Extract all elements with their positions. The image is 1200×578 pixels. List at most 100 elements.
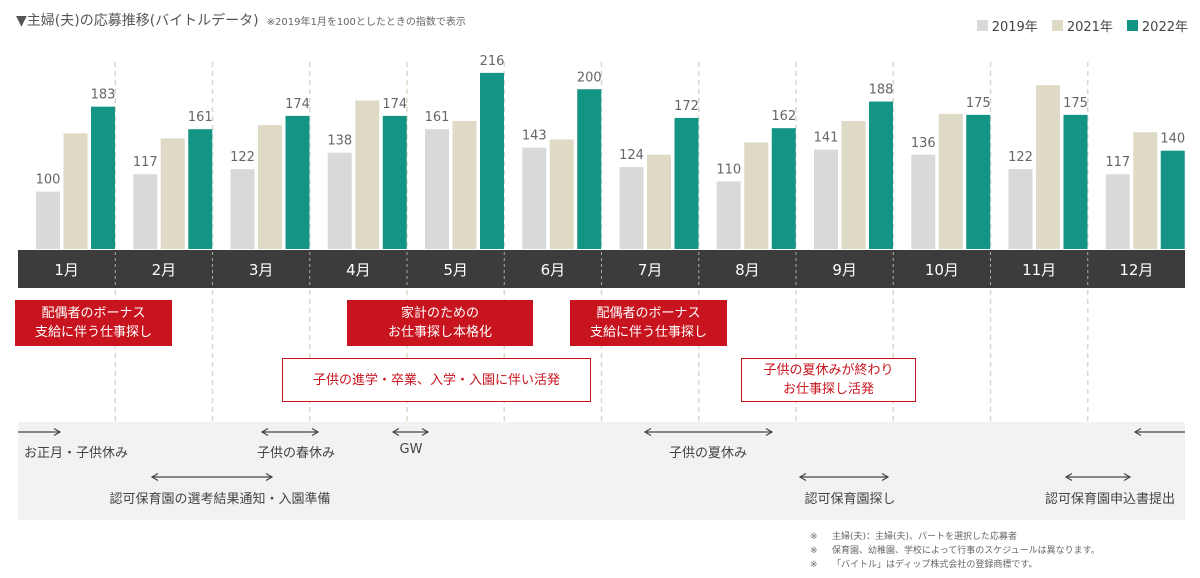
data-label: 183	[91, 88, 116, 103]
title-text: ▼主婦(夫)の応募推移(バイトルデータ)	[16, 13, 259, 29]
event-nursery-application: 認可保育園申込書提出	[1044, 492, 1176, 507]
data-label: 175	[1063, 96, 1088, 111]
callout-summer-end: 子供の夏休みが終わり お仕事探し活発	[741, 358, 916, 402]
callout-line: お仕事探し本格化	[387, 325, 492, 340]
bar-2019年-2月	[133, 174, 158, 249]
bar-2019年-3月	[230, 169, 255, 249]
legend-label: 2021年	[1066, 20, 1113, 35]
legend-item-2021: 2021年	[1051, 16, 1113, 35]
note-text: 保育園、幼稚園、学校によって行事のスケジュールは異なります。	[832, 546, 1100, 556]
bar-2019年-7月	[619, 167, 644, 249]
data-label: 124	[619, 148, 644, 163]
data-label: 172	[674, 99, 699, 114]
legend-swatch	[1051, 20, 1063, 31]
bar-2021年-3月	[258, 125, 282, 249]
legend-swatch	[976, 20, 988, 31]
footnotes: ※ 主婦(夫)：主婦(夫)、パートを選択した応募者 ※ 保育園、幼稚園、学校によって…	[810, 530, 1100, 572]
data-label: 141	[814, 131, 839, 146]
note-text: 「バイトル」はディップ株式会社の登録商標です。	[832, 560, 1038, 570]
event-spring-break: 子供の春休み	[256, 446, 336, 461]
callout-line: 家計のための	[400, 306, 479, 321]
note-mark: ※	[810, 546, 818, 556]
bar-2019年-5月	[425, 129, 449, 249]
footnote: ※ 保育園、幼稚園、学校によって行事のスケジュールは異なります。	[810, 544, 1100, 558]
data-label: 161	[188, 110, 213, 125]
bar-2022年-8月	[771, 128, 796, 249]
month-label-8: 8月	[735, 261, 760, 279]
data-label: 162	[771, 109, 796, 124]
bar-2019年-9月	[814, 149, 838, 249]
data-label: 110	[716, 162, 741, 177]
event-new-year: お正月・子供休み	[23, 446, 129, 461]
callout-bonus-jul: 配偶者のボーナス 支給に伴う仕事探し	[570, 300, 727, 346]
month-label-4: 4月	[346, 261, 371, 279]
arrow-gw-head	[391, 427, 400, 437]
bar-2019年-6月	[522, 147, 547, 249]
callout-school-entry: 子供の進学・卒業、入学・入園に伴い活発	[282, 358, 591, 402]
bar-2022年-11月	[1063, 114, 1088, 249]
data-label: 122	[230, 150, 255, 165]
bar-2021年-2月	[160, 138, 185, 249]
month-label-3: 3月	[249, 261, 274, 279]
bar-2019年-1月	[36, 191, 60, 249]
data-label: 122	[1008, 150, 1033, 165]
month-label-6: 6月	[541, 261, 566, 279]
month-label-11: 11月	[1022, 261, 1056, 279]
callout-line: 支給に伴う仕事探し	[589, 325, 707, 340]
arrow-summer-break-head	[643, 427, 652, 437]
arrow-spring-break-head	[311, 427, 320, 437]
arrow-nursery-result-head	[265, 472, 274, 482]
bar-2021年-7月	[647, 154, 671, 249]
legend-label: 2022年	[1141, 20, 1188, 35]
bar-2021年-9月	[841, 121, 866, 249]
footnote: ※ 主婦(夫)：主婦(夫)、パートを選択した応募者	[810, 530, 1100, 544]
bar-2019年-10月	[911, 154, 936, 249]
legend-swatch	[1126, 20, 1138, 31]
data-label: 188	[869, 83, 894, 98]
legend-item-2022: 2022年	[1126, 16, 1188, 35]
data-label: 136	[911, 136, 936, 151]
note-mark: ※	[810, 560, 818, 570]
note-text: 主婦(夫)：主婦(夫)、パートを選択した応募者	[832, 532, 1018, 542]
bar-2021年-10月	[938, 113, 963, 249]
bar-2022年-2月	[188, 129, 213, 249]
bar-2022年-10月	[966, 114, 991, 249]
bar-2019年-4月	[327, 152, 352, 249]
bar-2022年-1月	[91, 106, 115, 249]
event-summer-break: 子供の夏休み	[668, 446, 748, 461]
data-label: 117	[133, 155, 158, 170]
arrow-nursery-search-head	[798, 472, 807, 482]
month-label-12: 12月	[1119, 261, 1153, 279]
arrow-new-year-head	[53, 427, 62, 437]
bar-2021年-4月	[355, 100, 380, 250]
data-label: 200	[577, 70, 602, 85]
data-label: 143	[522, 129, 547, 144]
callout-household: 家計のための お仕事探し本格化	[347, 300, 533, 346]
event-nursery-result: 認可保育園の選考結果通知・入園準備	[109, 492, 331, 507]
callout-line: 子供の進学・卒業、入学・入園に伴い活発	[312, 372, 560, 388]
bar-2021年-6月	[549, 139, 574, 249]
bar-2021年-8月	[744, 142, 769, 249]
bar-2021年-1月	[63, 133, 88, 249]
data-label: 117	[1105, 155, 1130, 170]
bar-2019年-12月	[1105, 174, 1130, 249]
bar-2019年-8月	[716, 181, 741, 249]
arrow-summer-break-head	[765, 427, 774, 437]
callout-line: 配偶者のボーナス	[41, 306, 146, 321]
bar-2022年-6月	[577, 89, 602, 249]
arrow-nursery-application-head	[1064, 472, 1073, 482]
legend: 2019年 2021年 2022年	[976, 16, 1188, 35]
month-label-5: 5月	[443, 261, 468, 279]
bar-2022年-7月	[674, 117, 699, 249]
bar-2019年-11月	[1008, 169, 1033, 249]
chart-title: ▼主婦(夫)の応募推移(バイトルデータ) ※2019年1月を100としたときの指数…	[16, 10, 466, 30]
arrow-nursery-application-head	[1123, 472, 1132, 482]
callout-line: お仕事探し活発	[782, 382, 874, 397]
month-axis-bar	[18, 250, 1185, 288]
month-label-10: 10月	[925, 261, 959, 279]
callout-line: 配偶者のボーナス	[596, 306, 701, 321]
arrow-spring-break-head	[260, 427, 269, 437]
month-label-7: 7月	[638, 261, 663, 279]
bar-2022年-12月	[1160, 150, 1185, 249]
arrow-nursery-result-head	[150, 472, 159, 482]
